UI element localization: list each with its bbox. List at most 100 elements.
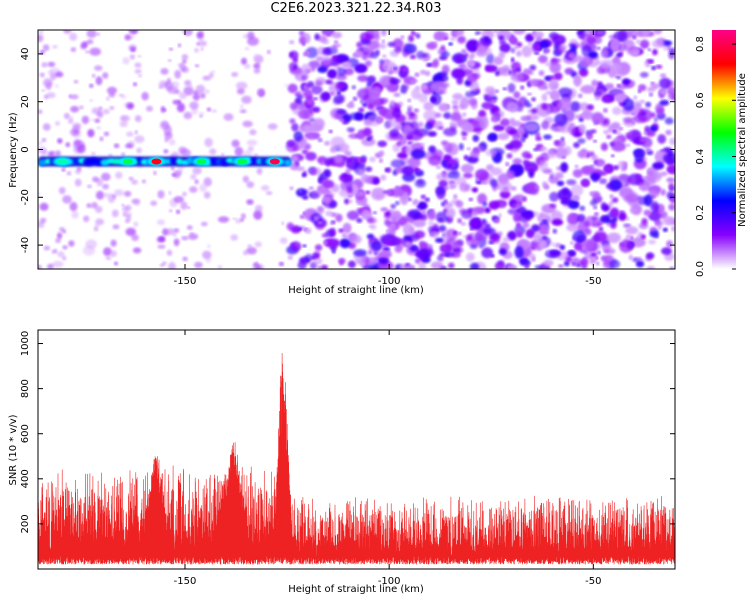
speckle — [428, 155, 442, 166]
speckle — [400, 35, 405, 40]
speckle — [411, 30, 415, 36]
spectrogram-y-ticks: -40 -20 0 20 40 — [20, 48, 675, 253]
speckle — [415, 79, 418, 83]
speckle — [355, 156, 360, 160]
speckle — [438, 82, 450, 88]
speckle — [338, 228, 344, 233]
speckle — [206, 180, 212, 186]
speckle — [62, 195, 72, 204]
speckle — [62, 229, 67, 234]
speckle — [571, 195, 580, 201]
speckle — [658, 226, 662, 230]
speckle — [581, 239, 596, 251]
speckle — [609, 200, 614, 206]
speckle — [576, 214, 586, 223]
speckle — [669, 137, 675, 146]
speckle — [330, 92, 334, 96]
speckle — [324, 238, 340, 248]
speckle — [626, 143, 630, 147]
speckle — [649, 226, 658, 232]
speckle — [125, 204, 132, 211]
speckle — [574, 164, 579, 168]
speckle — [342, 173, 348, 179]
speckle — [378, 75, 392, 86]
speckle — [63, 30, 72, 34]
speckle — [418, 93, 428, 103]
speckle — [339, 238, 351, 249]
speckle — [137, 55, 142, 58]
speckle — [103, 192, 110, 198]
speckle — [99, 136, 104, 142]
speckle — [130, 34, 136, 39]
speckle — [389, 77, 400, 85]
speckle — [648, 239, 657, 245]
speckle — [533, 232, 543, 243]
speckle — [600, 49, 609, 58]
speckle — [328, 129, 333, 134]
speckle — [631, 50, 639, 57]
speckle — [579, 205, 586, 211]
speckle — [621, 78, 631, 86]
speckle — [381, 244, 387, 249]
speckle — [382, 54, 387, 58]
speckle — [633, 95, 638, 100]
speckle — [623, 39, 635, 51]
speckle — [298, 189, 302, 193]
speckle — [491, 115, 500, 124]
speckle — [598, 178, 608, 185]
speckle — [646, 58, 654, 63]
speckle — [553, 124, 558, 127]
spectrogram-x-ticks: -150 -100 -50 — [174, 30, 602, 287]
speckle — [334, 154, 343, 164]
speckle — [305, 151, 317, 161]
speckle — [77, 144, 86, 154]
speckle — [379, 43, 387, 49]
speckle — [392, 107, 402, 119]
speckle — [510, 37, 518, 45]
speckle — [649, 112, 656, 118]
speckle — [553, 72, 563, 81]
speckle — [406, 114, 418, 122]
speckle — [510, 71, 524, 83]
speckle — [397, 121, 402, 127]
speckle — [413, 167, 420, 173]
speckle — [562, 156, 566, 159]
speckle — [474, 145, 485, 153]
speckle — [331, 55, 338, 60]
speckle — [469, 217, 483, 231]
speckle — [548, 80, 560, 91]
speckle — [589, 172, 600, 181]
speckle — [96, 126, 101, 130]
speckle — [205, 257, 212, 263]
speckle — [390, 203, 397, 209]
speckle — [531, 31, 544, 39]
speckle — [622, 98, 635, 112]
speckle — [507, 83, 516, 93]
speckle — [570, 44, 577, 52]
speckle — [467, 97, 477, 106]
speckle — [129, 54, 135, 60]
speckle — [95, 218, 105, 226]
speckle — [368, 250, 373, 255]
speckle — [231, 72, 239, 77]
speckle — [89, 47, 101, 56]
speckle — [488, 241, 495, 245]
speckle — [497, 132, 510, 140]
speckle — [338, 257, 346, 265]
speckle — [336, 82, 347, 90]
speckle — [453, 194, 458, 200]
speckle — [426, 63, 433, 67]
speckle — [354, 63, 368, 74]
speckle — [356, 218, 363, 223]
speckle — [654, 234, 659, 239]
signal-blob — [284, 159, 292, 166]
speckle — [475, 168, 489, 182]
speckle — [438, 103, 451, 112]
speckle — [662, 216, 675, 226]
speckle — [656, 107, 664, 115]
speckle — [642, 43, 647, 47]
speckle — [198, 111, 204, 117]
speckle — [119, 115, 127, 122]
speckle — [440, 51, 450, 58]
speckle — [482, 201, 488, 207]
